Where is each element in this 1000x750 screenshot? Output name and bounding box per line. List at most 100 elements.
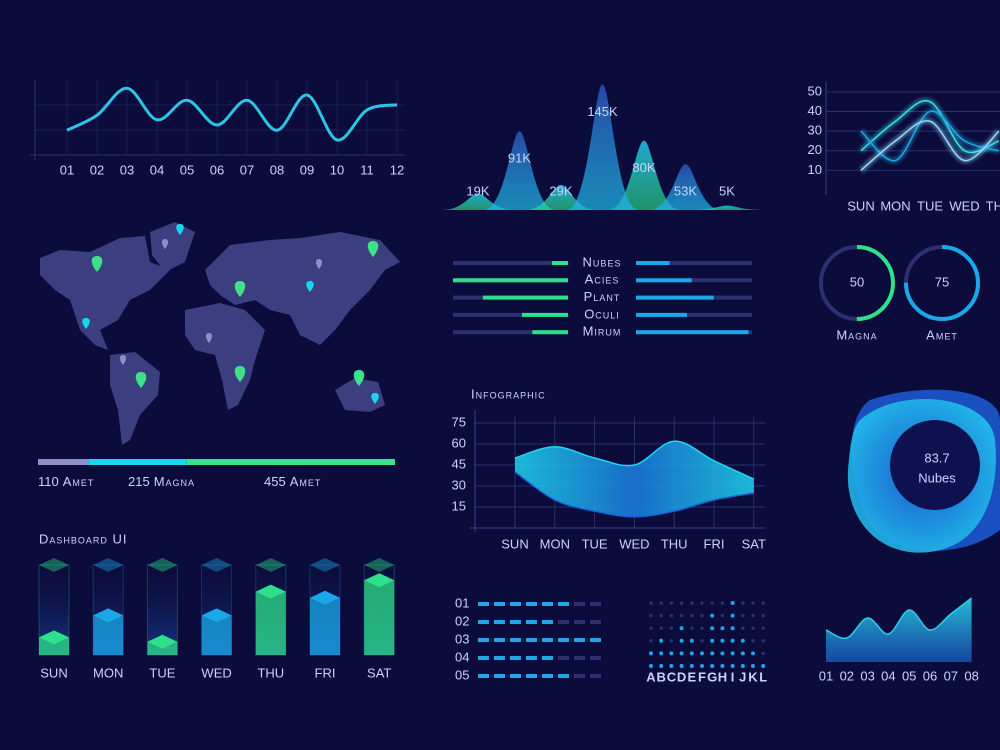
column-label: L (759, 669, 767, 684)
x-tick-label: WED (949, 198, 979, 213)
bar-cap (147, 558, 178, 572)
x-tick-label: 04 (150, 162, 164, 177)
x-tick-label: MON (540, 536, 570, 551)
x-tick-label: 01 (60, 162, 74, 177)
x-tick-label: SAT (367, 665, 391, 680)
peak (649, 164, 722, 210)
gauge-value: 75 (935, 274, 949, 289)
bar-top (310, 590, 340, 605)
value-label: 19K (466, 183, 489, 198)
bar (532, 330, 568, 335)
x-tick-label: WED (619, 536, 649, 551)
bar (255, 591, 286, 655)
series-line (860, 110, 1000, 162)
bar-top (201, 608, 232, 623)
column-label: H (718, 669, 727, 684)
x-tick-label: 03 (120, 162, 134, 177)
y-tick-label: 60 (452, 435, 466, 450)
progress-label: 455 Amet (264, 474, 321, 489)
column-label: I (731, 669, 735, 684)
bar (482, 295, 568, 300)
row-label: 03 (455, 631, 469, 646)
bar (522, 312, 568, 317)
x-tick-label: SUN (501, 536, 528, 551)
x-tick-label: 02 (90, 162, 104, 177)
x-tick-label: 02 (840, 668, 854, 683)
progress-name: Magna (154, 474, 195, 489)
bar-top (364, 573, 395, 588)
row-label: 02 (455, 613, 469, 628)
bar (453, 278, 568, 283)
bar-top (255, 584, 286, 599)
x-tick-label: 08 (964, 668, 978, 683)
x-tick-label: 08 (270, 162, 284, 177)
column-label: C (667, 669, 677, 684)
peak (608, 140, 680, 210)
band-upper (514, 440, 755, 480)
bar-top (93, 608, 124, 623)
bar (364, 580, 395, 655)
x-tick-label: 05 (902, 668, 916, 683)
x-tick-label: 07 (240, 162, 254, 177)
bar-cap (201, 558, 232, 572)
row-label: 01 (455, 595, 469, 610)
bar-label: Nubes (583, 254, 622, 269)
progress-label: 215 Magna (128, 474, 195, 489)
peak (691, 205, 763, 210)
x-tick-label: 03 (860, 668, 874, 683)
progress-value: 215 (128, 474, 150, 489)
y-tick-label: 50 (808, 83, 822, 98)
value-label: 5K (719, 183, 735, 198)
gauge-arc (904, 245, 980, 321)
series-line (860, 99, 1000, 154)
y-tick-label: 45 (452, 456, 466, 471)
y-tick-label: 10 (808, 162, 822, 177)
bar (636, 261, 670, 265)
column-label: G (707, 669, 717, 684)
x-tick-label: TUE (149, 665, 175, 680)
gauge-arc (819, 245, 895, 321)
wave-line (66, 86, 398, 142)
bar-top (147, 634, 178, 649)
column-label: D (677, 669, 686, 684)
progress-segment (88, 459, 187, 465)
bar (636, 295, 714, 300)
progress-value: 110 (38, 474, 59, 489)
row-label: 05 (455, 667, 469, 682)
x-tick-label: 06 (210, 162, 224, 177)
kpi-label: Nubes (918, 470, 956, 485)
x-tick-label: 06 (923, 668, 937, 683)
peak (566, 84, 639, 210)
bar (636, 278, 692, 283)
bar-label: Mirum (583, 324, 622, 339)
bar (636, 312, 688, 317)
column-label: B (657, 669, 666, 684)
kpi-blob (847, 389, 1000, 553)
column-label: F (698, 669, 706, 684)
gauge-label: Amet (926, 327, 958, 342)
series-line (860, 120, 1000, 171)
x-tick-label: SAT (742, 536, 766, 551)
gauge-value: 50 (850, 274, 864, 289)
value-label: 145K (587, 104, 618, 119)
bar-cap (255, 558, 286, 572)
x-tick-label: THU (661, 536, 688, 551)
x-tick-label: TUE (582, 536, 608, 551)
bar (39, 637, 69, 655)
dashboard-title: Dashboard UI (39, 531, 128, 546)
peak (483, 131, 556, 210)
progress-value: 455 (264, 474, 286, 489)
progress-name: Amet (290, 474, 322, 489)
area (826, 598, 972, 662)
bar-cap (310, 558, 340, 572)
x-tick-label: MON (880, 198, 910, 213)
x-tick-label: 04 (881, 668, 895, 683)
bar-cap (364, 558, 395, 572)
x-tick-label: 10 (330, 162, 344, 177)
x-tick-label: 09 (300, 162, 314, 177)
column-label: J (739, 669, 746, 684)
value-label: 53K (674, 183, 697, 198)
x-tick-label: FRI (315, 665, 336, 680)
x-tick-label: THU (257, 665, 284, 680)
x-tick-label: SUN (847, 198, 874, 213)
